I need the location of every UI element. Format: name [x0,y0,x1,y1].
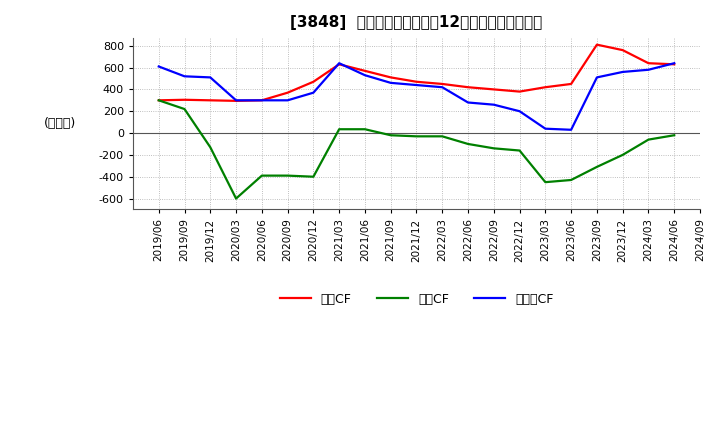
営業CF [593,42,601,47]
投資CF [464,141,472,147]
フリーCF [464,100,472,105]
フリーCF [644,67,653,73]
フリーCF [412,82,420,88]
営業CF [335,62,343,67]
投資CF [387,132,395,138]
投資CF [206,145,215,150]
営業CF [670,62,678,67]
フリーCF [154,64,163,69]
投資CF [516,148,524,153]
フリーCF [309,90,318,95]
営業CF [438,81,446,87]
営業CF [464,84,472,90]
営業CF [258,98,266,103]
フリーCF [618,70,627,75]
フリーCF [258,98,266,103]
フリーCF [593,75,601,80]
営業CF [387,75,395,80]
フリーCF [361,73,369,78]
投資CF [412,134,420,139]
投資CF [180,106,189,112]
投資CF [490,146,498,151]
フリーCF [516,109,524,114]
営業CF [644,61,653,66]
フリーCF [206,75,215,80]
投資CF [258,173,266,178]
営業CF [490,87,498,92]
フリーCF [670,61,678,66]
営業CF [232,98,240,103]
投資CF [541,180,549,185]
営業CF [361,68,369,73]
Line: フリーCF: フリーCF [158,63,674,130]
フリーCF [541,126,549,131]
投資CF [361,127,369,132]
フリーCF [567,127,575,132]
Line: 営業CF: 営業CF [158,44,674,101]
投資CF [232,196,240,201]
営業CF [283,90,292,95]
フリーCF [438,84,446,90]
営業CF [618,48,627,53]
投資CF [309,174,318,180]
投資CF [644,137,653,142]
フリーCF [232,98,240,103]
投資CF [670,132,678,138]
投資CF [618,152,627,158]
投資CF [438,134,446,139]
投資CF [593,164,601,169]
Legend: 営業CF, 投資CF, フリーCF: 営業CF, 投資CF, フリーCF [274,288,559,311]
営業CF [309,79,318,84]
営業CF [567,81,575,87]
投資CF [335,127,343,132]
Title: [3848]  キャッシュフローの12か月移動合計の推移: [3848] キャッシュフローの12か月移動合計の推移 [290,15,543,30]
フリーCF [283,98,292,103]
フリーCF [335,61,343,66]
Y-axis label: (百万円): (百万円) [44,117,76,130]
フリーCF [490,102,498,107]
営業CF [541,84,549,90]
営業CF [206,98,215,103]
営業CF [412,79,420,84]
営業CF [516,89,524,94]
投資CF [567,177,575,183]
投資CF [283,173,292,178]
フリーCF [387,80,395,85]
フリーCF [180,73,189,79]
投資CF [154,98,163,103]
Line: 投資CF: 投資CF [158,100,674,198]
営業CF [180,97,189,103]
営業CF [154,98,163,103]
